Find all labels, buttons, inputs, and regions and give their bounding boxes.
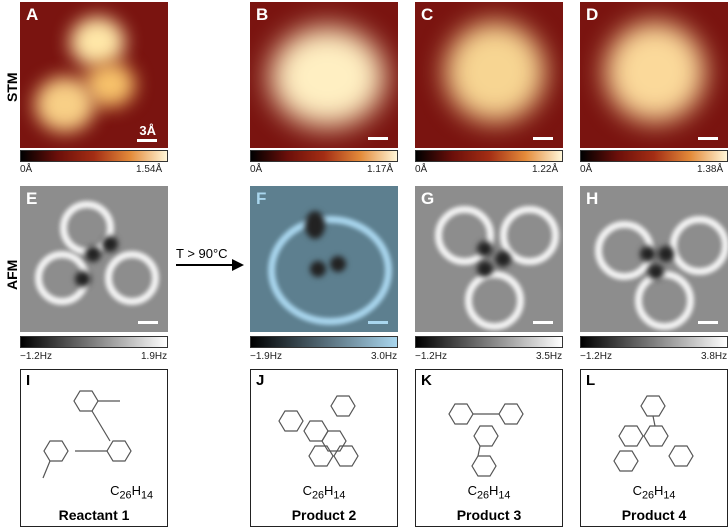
colorbar-d [580, 150, 728, 162]
stm-image-b: B [250, 2, 398, 148]
scale-bar [137, 139, 157, 142]
molecule-structure-icon [42, 390, 132, 479]
scale-bar [698, 137, 718, 140]
panel-label-g: G [421, 189, 435, 208]
stm-image-a: A 3Å [20, 2, 168, 148]
structure-box-product-3: K C26H14 Product 3 [415, 369, 563, 527]
stm-image-c: C [415, 2, 563, 148]
structure-box-product-4: L C26H14 Product 4 [580, 369, 728, 527]
colorbar-g [415, 336, 563, 348]
colorbar-max: 3.5Hz [536, 351, 563, 362]
colorbar-max: 3.0Hz [371, 351, 398, 362]
molecular-formula: C26H14 [110, 483, 153, 502]
structure-box-reactant-1: I C26H14 Reactant 1 [20, 369, 168, 527]
molecular-formula: C26H14 [467, 483, 511, 502]
colorbar-max: 1.17Å [367, 164, 394, 175]
colorbar-min: −1.2Hz [20, 351, 52, 362]
molecular-formula: C26H14 [302, 483, 346, 502]
colorbar-min: 0Å [580, 164, 593, 175]
colorbar-max: 3.8Hz [701, 351, 728, 362]
panel-label-h: H [586, 189, 599, 208]
stm-image-d: D [580, 2, 728, 148]
molecule-structure-icon [278, 395, 359, 467]
colorbar-min: 0Å [250, 164, 263, 175]
molecule-structure-icon [448, 403, 524, 477]
colorbar-max: 1.54Å [136, 164, 163, 175]
colorbar-a [20, 150, 168, 162]
arrow-icon [176, 259, 244, 271]
compound-name: Product 3 [456, 507, 522, 523]
scale-bar [138, 321, 158, 324]
colorbar-c [415, 150, 563, 162]
compound-name: Reactant 1 [58, 507, 130, 523]
colorbar-min: 0Å [415, 164, 428, 175]
afm-image-f: F [250, 186, 398, 332]
afm-image-h: H [580, 186, 728, 332]
colorbar-max: 1.38Å [697, 164, 724, 175]
colorbar-max: 1.22Å [532, 164, 559, 175]
scale-bar [368, 137, 388, 140]
panel-label-j: J [256, 372, 265, 389]
panel-label-a: A [26, 5, 39, 24]
colorbar-h [580, 336, 728, 348]
colorbar-min: 0Å [20, 164, 33, 175]
structure-box-product-2: J C26H14 Product 2 [250, 369, 398, 527]
compound-name: Product 2 [291, 507, 357, 523]
colorbar-min: −1.9Hz [250, 351, 282, 362]
colorbar-b [250, 150, 398, 162]
row-label-stm: STM [4, 72, 20, 102]
panel-label-f: F [256, 189, 267, 208]
molecular-formula: C26H14 [632, 483, 676, 502]
colorbar-max: 1.9Hz [141, 351, 168, 362]
row-label-afm: AFM [4, 259, 20, 290]
scale-label: 3Å [139, 123, 156, 138]
colorbar-min: −1.2Hz [580, 351, 612, 362]
molecule-structure-icon [613, 395, 694, 472]
panel-label-e: E [26, 189, 38, 208]
compound-name: Product 4 [621, 507, 687, 523]
scale-bar [698, 321, 718, 324]
colorbar-min: −1.2Hz [415, 351, 447, 362]
afm-image-g: G [415, 186, 563, 332]
scale-bar [533, 137, 553, 140]
panel-label-c: C [421, 5, 434, 24]
scale-bar [368, 321, 388, 324]
panel-label-l: L [586, 372, 596, 389]
afm-image-e: E [20, 186, 168, 332]
panel-label-k: K [421, 372, 432, 389]
arrow-label: T > 90°C [176, 246, 228, 261]
panel-label-b: B [256, 5, 269, 24]
scale-bar [533, 321, 553, 324]
colorbar-e [20, 336, 168, 348]
panel-label-i: I [26, 372, 31, 389]
colorbar-f [250, 336, 398, 348]
panel-label-d: D [586, 5, 599, 24]
